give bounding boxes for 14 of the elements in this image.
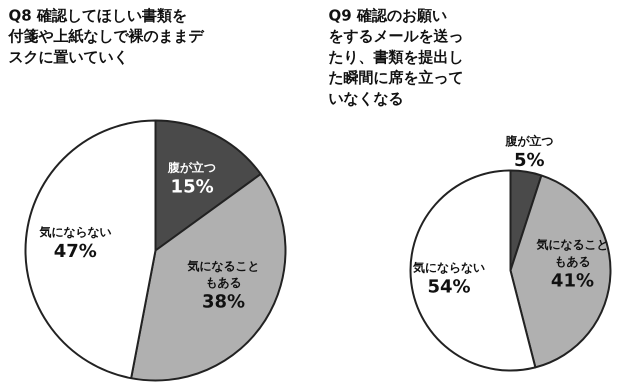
slice-label: 気になることもある bbox=[186, 258, 260, 290]
data-label: 54% bbox=[427, 276, 471, 298]
slice-label: 腹が立つ bbox=[167, 160, 216, 175]
slice-label: 腹が立つ bbox=[504, 134, 554, 148]
data-label: 15% bbox=[170, 176, 214, 198]
data-label: 38% bbox=[202, 292, 246, 313]
chart-title: Q8 確認してほしい書類を付箋や上紙なしで裸のままデスクに置いていく bbox=[8, 6, 206, 66]
data-label: 5% bbox=[514, 150, 545, 171]
slice-label: 気になることもある bbox=[535, 238, 608, 268]
data-label: 47% bbox=[54, 240, 97, 262]
slice-label: 気にならない bbox=[412, 260, 485, 274]
data-label: 41% bbox=[550, 270, 594, 292]
chart-title: Q9 確認のお願いをするメールを送ったり、書類を提出した瞬間に席を立っていなくなる bbox=[328, 6, 464, 108]
slice-label: 気にならない bbox=[38, 224, 112, 239]
